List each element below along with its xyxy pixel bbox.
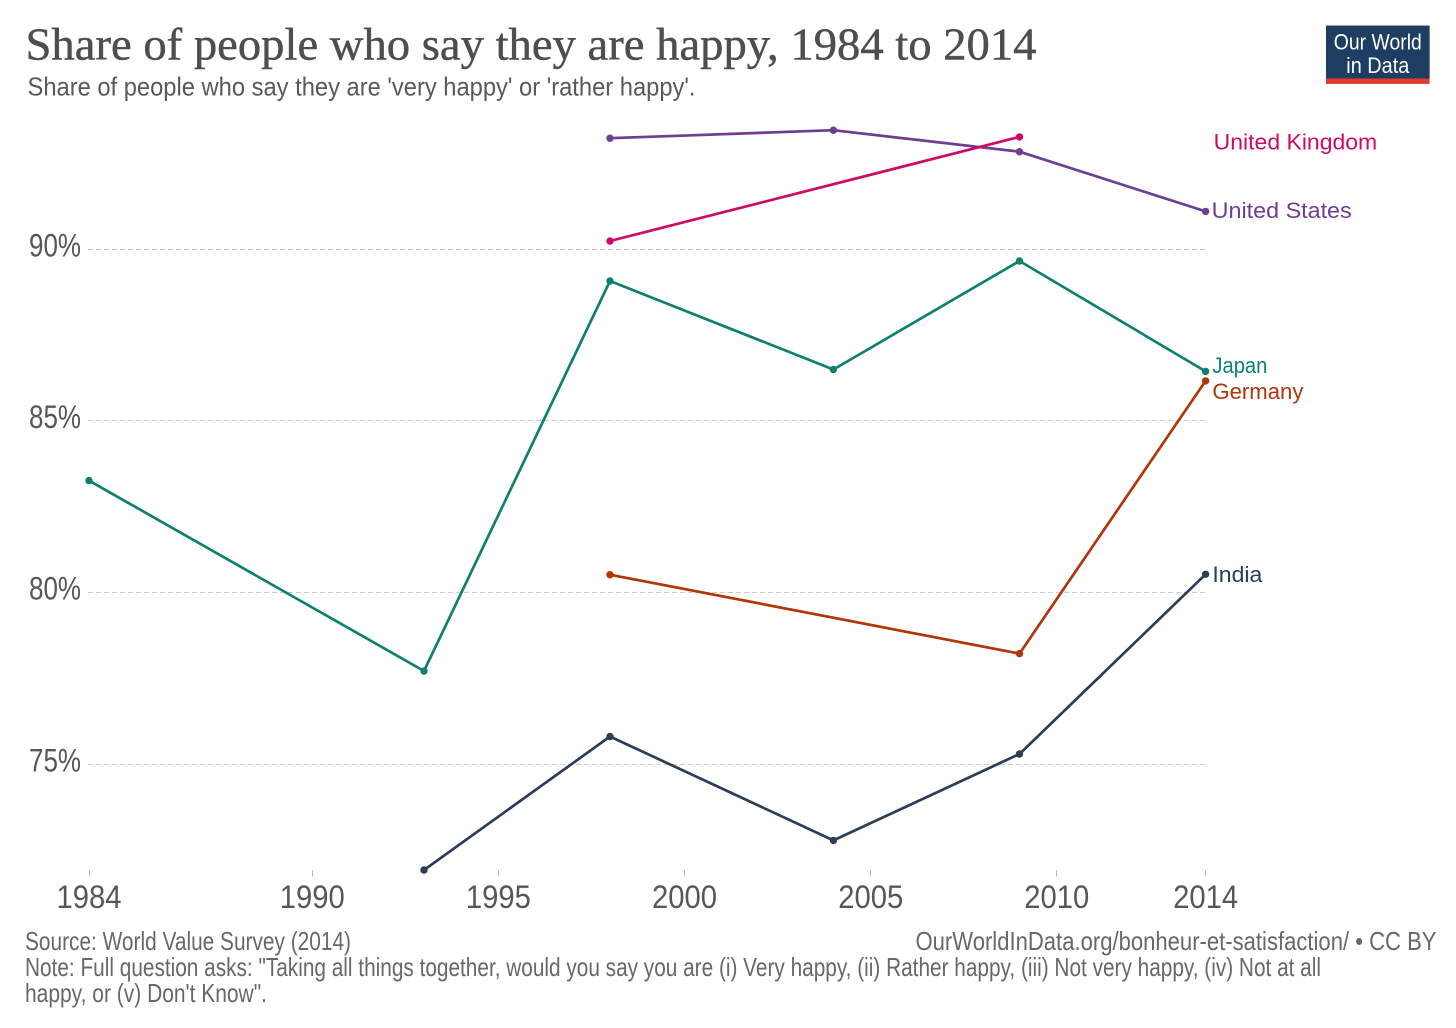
svg-text:2014: 2014 [1173,879,1238,915]
svg-text:2005: 2005 [838,879,903,915]
svg-text:Our World: Our World [1334,30,1422,55]
svg-text:90%: 90% [29,228,81,264]
svg-text:Japan: Japan [1212,353,1267,378]
svg-text:2010: 2010 [1024,879,1089,915]
svg-text:1995: 1995 [466,879,531,915]
svg-text:happy, or (v) Don't Know".: happy, or (v) Don't Know". [25,978,267,1008]
svg-text:Share of people who say they a: Share of people who say they are 'very h… [28,72,696,102]
svg-text:1990: 1990 [280,879,345,915]
svg-text:India: India [1212,562,1263,587]
svg-text:85%: 85% [29,399,81,435]
svg-text:75%: 75% [29,743,81,779]
svg-text:Note: Full question asks: "Tak: Note: Full question asks: "Taking all th… [25,952,1321,982]
svg-text:in Data: in Data [1346,53,1410,78]
svg-text:Share of people who say they a: Share of people who say they are happy, … [26,19,1037,70]
svg-text:United States: United States [1212,198,1352,223]
svg-text:Germany: Germany [1212,379,1303,404]
svg-text:OurWorldInData.org/bonheur-et-: OurWorldInData.org/bonheur-et-satisfacti… [916,926,1437,956]
svg-text:2000: 2000 [652,879,717,915]
svg-text:1984: 1984 [57,879,122,915]
svg-text:Source: World Value Survey (20: Source: World Value Survey (2014) [25,926,351,956]
svg-text:United Kingdom: United Kingdom [1214,129,1378,154]
svg-text:80%: 80% [29,571,81,607]
